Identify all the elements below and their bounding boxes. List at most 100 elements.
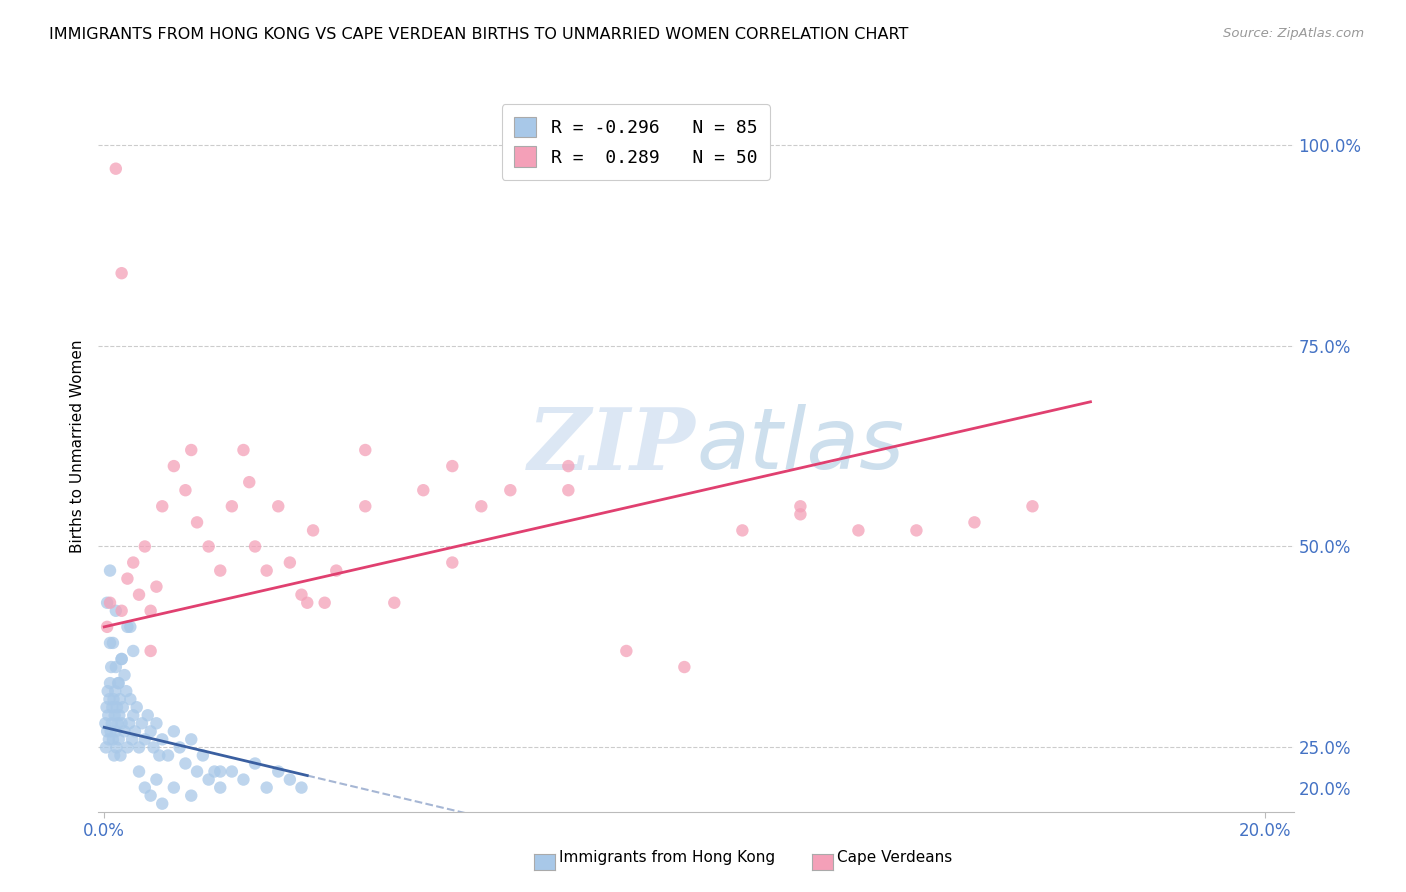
Point <box>197 540 219 554</box>
Point <box>117 620 139 634</box>
Point <box>97 708 120 723</box>
Point <box>139 604 162 618</box>
Point <box>963 516 986 530</box>
Text: ZIP: ZIP <box>529 404 696 488</box>
Point <box>134 540 156 554</box>
Point <box>186 516 208 530</box>
Point <box>142 740 165 755</box>
Point <box>104 161 127 176</box>
Point <box>290 780 312 795</box>
Point <box>267 764 290 779</box>
Point <box>204 764 226 779</box>
Point <box>169 740 191 755</box>
Point <box>94 716 117 731</box>
Point <box>111 652 134 666</box>
Point <box>180 732 202 747</box>
Point <box>96 700 118 714</box>
Point <box>314 596 336 610</box>
Point <box>789 508 811 522</box>
Point <box>111 700 134 714</box>
Point <box>96 724 118 739</box>
Point <box>441 459 464 474</box>
Text: IMMIGRANTS FROM HONG KONG VS CAPE VERDEAN BIRTHS TO UNMARRIED WOMEN CORRELATION : IMMIGRANTS FROM HONG KONG VS CAPE VERDEA… <box>49 27 908 42</box>
Point <box>134 732 156 747</box>
Point <box>148 748 170 763</box>
Point <box>232 772 254 787</box>
Point <box>108 692 131 706</box>
Point <box>145 772 167 787</box>
Point <box>108 708 131 723</box>
Point <box>290 588 312 602</box>
Point <box>302 524 325 538</box>
Text: Immigrants from Hong Kong: Immigrants from Hong Kong <box>560 850 775 865</box>
Point <box>221 500 243 514</box>
Point <box>136 708 159 723</box>
Point <box>111 266 134 280</box>
Point <box>125 700 148 714</box>
Point <box>180 443 202 458</box>
Point <box>105 740 128 755</box>
Point <box>122 644 145 658</box>
Point <box>98 676 121 690</box>
Point <box>354 500 377 514</box>
Point <box>150 500 173 514</box>
Point <box>98 636 121 650</box>
Point <box>107 716 129 731</box>
Point <box>150 732 173 747</box>
Point <box>157 748 180 763</box>
Point <box>174 483 197 498</box>
Text: Source: ZipAtlas.com: Source: ZipAtlas.com <box>1223 27 1364 40</box>
Point <box>103 748 125 763</box>
Point <box>121 732 143 747</box>
Point <box>96 596 118 610</box>
Point <box>186 764 208 779</box>
Point <box>114 668 136 682</box>
Text: atlas: atlas <box>696 404 904 488</box>
Point <box>163 780 186 795</box>
Text: Cape Verdeans: Cape Verdeans <box>837 850 952 865</box>
Point <box>145 580 167 594</box>
Point <box>124 724 146 739</box>
Point <box>110 748 132 763</box>
Point <box>117 572 139 586</box>
Point <box>128 588 150 602</box>
Point <box>101 700 124 714</box>
Point <box>122 556 145 570</box>
Point <box>325 564 347 578</box>
Point <box>104 604 127 618</box>
Legend: R = -0.296   N = 85, R =  0.289   N = 50: R = -0.296 N = 85, R = 0.289 N = 50 <box>502 104 770 180</box>
Y-axis label: Births to Unmarried Women: Births to Unmarried Women <box>69 339 84 553</box>
Point <box>139 644 162 658</box>
Point <box>557 459 579 474</box>
Point <box>256 780 278 795</box>
Point <box>191 748 214 763</box>
Point <box>128 740 150 755</box>
Point <box>278 556 301 570</box>
Point <box>101 732 124 747</box>
Point <box>412 483 434 498</box>
Point <box>117 740 139 755</box>
Point <box>145 716 167 731</box>
Point <box>139 789 162 803</box>
Point <box>163 459 186 474</box>
Point <box>120 620 142 634</box>
Point <box>180 789 202 803</box>
Point <box>100 716 122 731</box>
Point <box>382 596 405 610</box>
Point <box>98 692 121 706</box>
Point <box>470 500 492 514</box>
Point <box>122 708 145 723</box>
Point <box>232 443 254 458</box>
Point <box>111 652 134 666</box>
Point <box>905 524 928 538</box>
Point <box>197 772 219 787</box>
Point <box>256 564 278 578</box>
Point <box>354 443 377 458</box>
Point <box>98 564 121 578</box>
Point <box>267 500 290 514</box>
Point <box>243 540 266 554</box>
Point <box>100 724 122 739</box>
Point <box>97 732 120 747</box>
Point <box>499 483 522 498</box>
Point <box>209 564 232 578</box>
